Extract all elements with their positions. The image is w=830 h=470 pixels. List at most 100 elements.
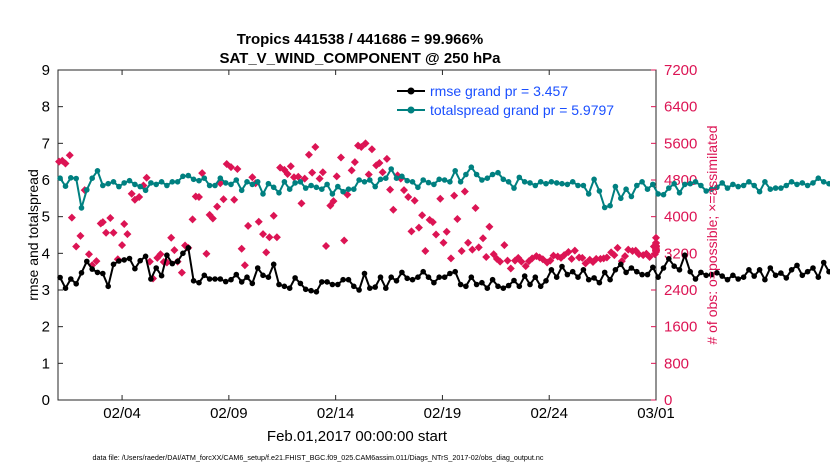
totalspread-point [500,176,507,183]
rmse-point [457,281,464,288]
obs-assimilated-marker [118,241,127,250]
rmse-point [618,261,624,268]
obs-assimilated-marker [120,220,129,228]
y-axis-right-label: # of obs: o=possible; ×=assimilated [704,125,720,344]
totalspread-point [137,183,143,190]
totalspread-point [356,177,362,183]
obs-assimilated-marker [464,238,473,247]
rmse-point [516,283,523,290]
totalspread-point [457,179,464,185]
obs-assimilated-marker [254,217,263,226]
obs-assimilated-marker [621,252,630,261]
totalspread-point [575,182,581,189]
obs-assimilated-marker [418,211,427,220]
totalspread-point [452,168,459,174]
y-left-tick-label: 3 [42,282,50,299]
rmse-point [420,268,427,275]
obs-assimilated-marker [213,202,222,211]
rmse-point [607,276,613,283]
rmse-point [730,272,736,279]
obs-assimilated-marker [240,261,249,270]
rmse-point [687,268,693,275]
rmse-point [826,268,830,275]
totalspread-point [276,190,282,196]
rmse-point [351,283,357,290]
obs-assimilated-marker [297,199,306,208]
rmse-point [463,283,469,290]
totalspread-point [409,179,416,185]
rmse-point [447,270,453,277]
rmse-point [634,268,640,275]
totalspread-point [212,182,218,189]
totalspread-point [174,179,181,185]
obs-assimilated-marker [460,187,469,196]
obs-assimilated-marker [500,241,509,250]
rmse-point [436,274,443,281]
totalspread-point [441,177,448,183]
rmse-point [68,276,74,282]
obs-assimilated-marker [410,196,419,205]
rmse-point [228,276,234,283]
totalspread-point [270,184,277,191]
y-left-tick-label: 1 [42,355,50,372]
totalspread-point [383,175,389,181]
totalspread-point [511,185,517,191]
totalspread-point [463,171,469,178]
totalspread-point [799,180,806,186]
totalspread-point [78,205,85,211]
rmse-point [329,281,336,288]
y-left-tick-label: 0 [42,392,50,409]
obs-assimilated-marker [496,257,505,266]
totalspread-point [489,171,496,178]
totalspread-point [110,179,117,185]
rmse-point [356,287,362,293]
obs-assimilated-marker [378,168,387,177]
obs-assimilated-marker [84,250,93,259]
totalspread-point [164,182,170,189]
obs-assimilated-marker [259,230,268,239]
obs-assimilated-marker [564,247,573,256]
totalspread-point [94,168,101,174]
rmse-point [783,275,790,281]
obs-assimilated-marker [102,228,111,237]
y-right-tick-label: 800 [664,355,689,372]
rmse-point [319,279,325,285]
totalspread-point [479,177,485,183]
totalspread-point [580,182,587,189]
obs-assimilated-marker [506,264,515,273]
rmse-point [276,281,282,288]
totalspread-point [666,185,672,191]
totalspread-point [260,191,266,197]
rmse-point [297,280,304,287]
totalspread-series [57,164,830,211]
rmse-point [302,286,309,293]
rmse-point [388,274,395,281]
obs-assimilated-marker [610,251,619,260]
totalspread-point [393,175,400,181]
obs-assimilated-marker [61,159,70,168]
totalspread-point [308,182,314,189]
obs-assimilated-marker [237,244,246,253]
totalspread-point [126,177,133,184]
rmse-point [794,262,800,269]
rmse-point [415,274,421,281]
totalspread-point [591,176,597,183]
obs-assimilated-marker [202,249,211,258]
y-left-tick-label: 4 [42,245,50,262]
totalspread-point [249,181,256,188]
obs-assimilated-marker [127,189,136,198]
rmse-point [756,267,763,273]
obs-assimilated-marker [347,166,356,175]
totalspread-point [687,180,693,187]
totalspread-point [564,181,571,188]
rmse-point [244,274,250,281]
obs-assimilated-marker [407,227,416,236]
rmse-point [222,278,229,285]
rmse-point [553,274,560,281]
totalspread-point [628,193,635,200]
rmse-point [569,268,576,275]
rmse-point [201,272,208,279]
totalspread-point [420,177,427,183]
rmse-point [596,279,603,286]
obs-assimilated-marker [652,238,660,247]
